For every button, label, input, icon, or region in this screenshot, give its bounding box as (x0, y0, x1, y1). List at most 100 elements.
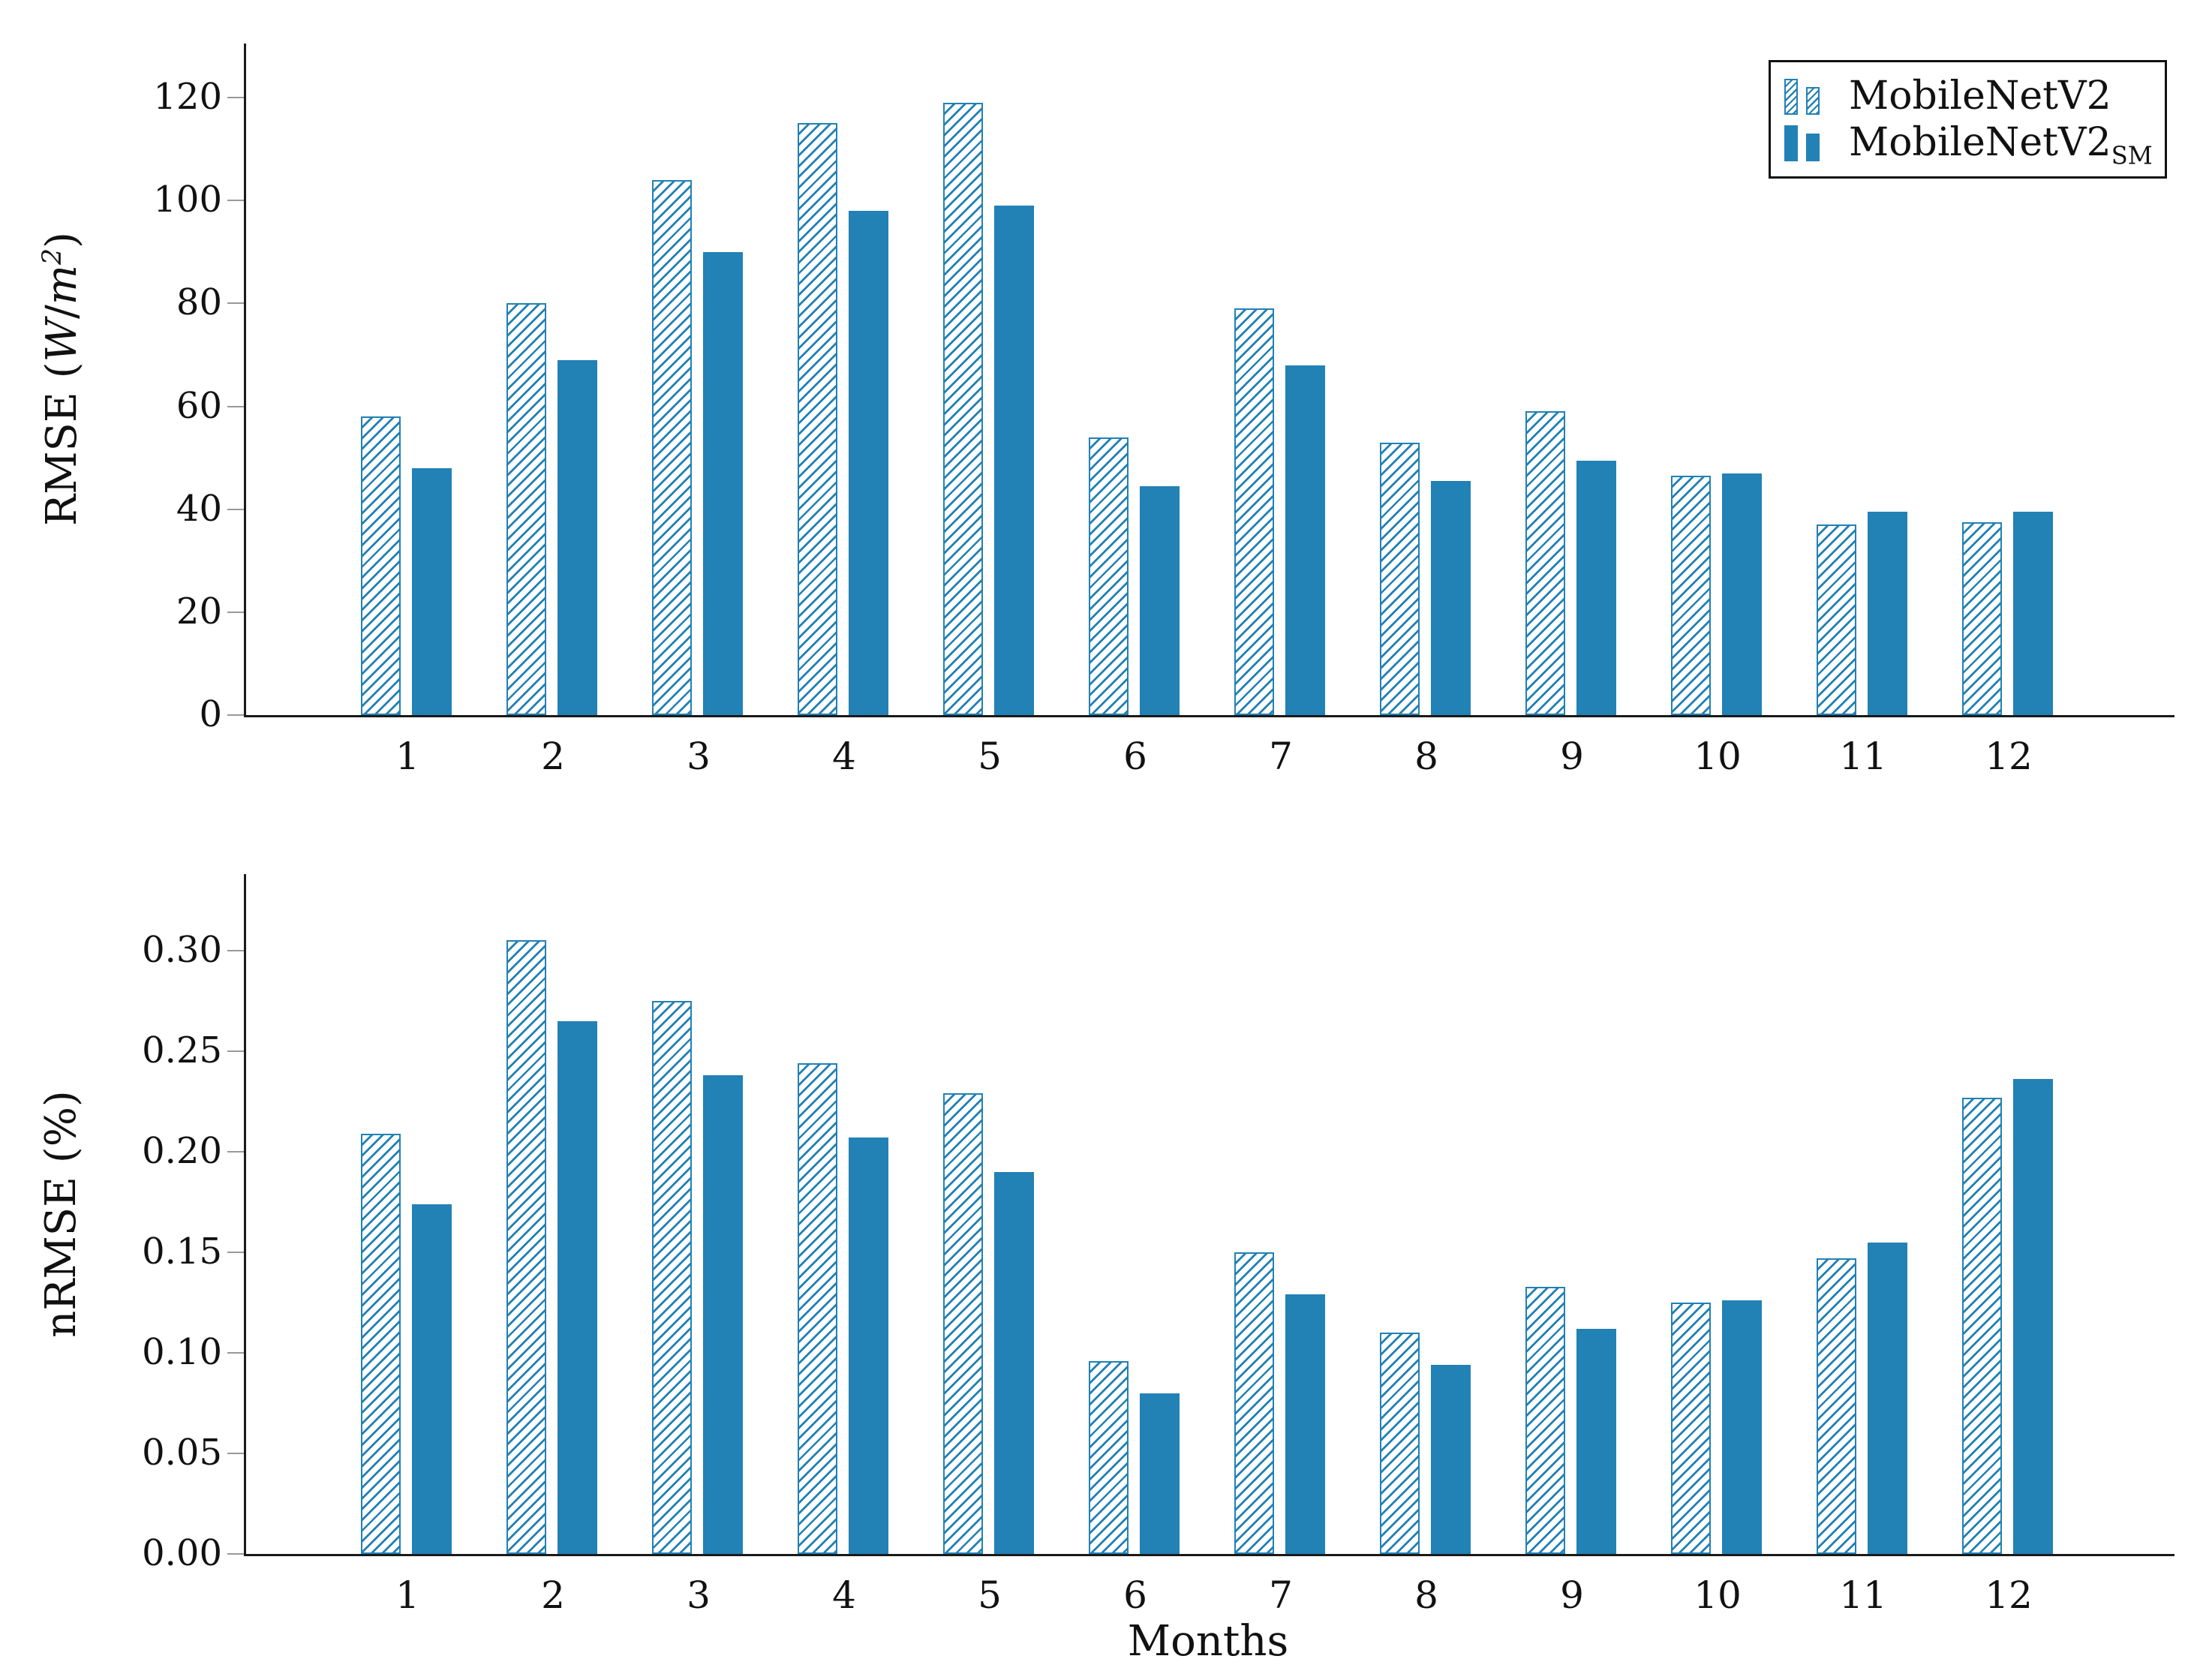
y-tick-label: 80 (176, 281, 222, 324)
y-tick-mark (227, 611, 244, 613)
y-tick-mark (227, 1050, 244, 1052)
x-tick-label-month-1: 1 (395, 735, 419, 778)
bar-hatched-month-3 (652, 1000, 692, 1554)
bar-solid-month-9 (1576, 460, 1616, 715)
y-axis-label-rmse-unit-numerator: W (37, 318, 86, 362)
bar-solid-month-2 (558, 1020, 597, 1554)
bar-solid-month-7 (1285, 1294, 1325, 1554)
plot-area-rmse: 0 20 40 60 80 100 120 1 2 3 4 5 6 7 8 9 10 11 12 (153, 44, 2174, 775)
bar-solid-month-8 (1431, 480, 1471, 715)
bar-solid-month-4 (849, 1138, 888, 1554)
y-tick-mark (227, 1553, 244, 1555)
bar-solid-month-9 (1576, 1328, 1616, 1554)
x-tick-label-month-10: 10 (1694, 1573, 1742, 1617)
x-tick-label-month-8: 8 (1414, 1573, 1438, 1617)
y-tick-mark (227, 200, 244, 202)
hatched-bar-tall-icon (1784, 78, 1798, 115)
legend-item-mobilenetv2-sm: MobileNetV2SM (1784, 120, 2157, 168)
y-tick-mark (227, 949, 244, 951)
legend-label-text: MobileNetV2 (1849, 120, 2111, 166)
bar-hatched-month-3 (652, 179, 692, 715)
bar-hatched-month-4 (798, 1062, 837, 1554)
y-axis-label-rmse: RMSE (W/m2) (37, 232, 86, 526)
y-axis-label-rmse-suffix: ) (37, 232, 86, 248)
x-tick-label-month-6: 6 (1123, 735, 1147, 778)
hatched-bars-legend-icon (1784, 77, 1823, 115)
y-tick-label: 0.30 (142, 928, 222, 971)
x-tick-label-month-4: 4 (832, 735, 856, 778)
bar-hatched-month-1 (361, 416, 401, 715)
x-tick-label-month-7: 7 (1269, 1573, 1293, 1617)
x-tick-label-month-1: 1 (395, 1573, 419, 1617)
y-tick-mark (227, 405, 244, 407)
bar-hatched-month-5 (943, 102, 983, 715)
plot-area-nrmse: 0.00 0.05 0.10 0.15 0.20 0.25 0.30 1 2 3 4 5 6 7 8 9 10 1… (142, 874, 2174, 1614)
y-tick-label: 0.05 (142, 1432, 222, 1474)
x-tick-label-month-6: 6 (1123, 1573, 1147, 1617)
y-tick-mark (227, 1452, 244, 1454)
x-tick-label-month-5: 5 (978, 1573, 1002, 1617)
bar-solid-month-11 (1868, 512, 1907, 715)
y-axis-label-rmse-exponent: 2 (38, 248, 68, 265)
x-tick-label-month-4: 4 (832, 1573, 856, 1617)
bar-solid-month-1 (412, 467, 452, 715)
bar-solid-month-2 (558, 359, 597, 715)
y-tick-label: 100 (153, 179, 222, 221)
y-tick-mark (227, 302, 244, 305)
legend-item-mobilenetv2: MobileNetV2 (1784, 77, 2157, 116)
bar-solid-month-6 (1140, 1393, 1180, 1554)
bar-hatched-month-7 (1234, 1252, 1274, 1554)
y-tick-mark (227, 1251, 244, 1253)
y-tick-mark (227, 1150, 244, 1153)
x-tick-label-month-2: 2 (541, 1573, 565, 1617)
bar-solid-month-12 (2013, 1079, 2053, 1554)
legend-label-mobilenetv2: MobileNetV2 (1849, 77, 2111, 116)
y-tick-label: 0.00 (142, 1532, 222, 1575)
bar-hatched-month-12 (1962, 1097, 2002, 1554)
bar-hatched-month-8 (1380, 442, 1420, 715)
bar-hatched-month-9 (1525, 1286, 1565, 1554)
x-tick-label-month-3: 3 (687, 735, 711, 778)
bar-hatched-month-6 (1089, 437, 1129, 715)
bar-hatched-month-11 (1817, 524, 1856, 715)
y-tick-mark (227, 97, 244, 98)
bar-hatched-month-10 (1671, 1302, 1711, 1554)
y-axis-label-rmse-prefix: RMSE ( (37, 362, 86, 526)
y-tick-label: 20 (176, 590, 222, 633)
bar-solid-month-11 (1868, 1242, 1907, 1554)
y-tick-label: 40 (176, 487, 222, 530)
bar-hatched-month-11 (1817, 1258, 1856, 1554)
hatched-bar-short-icon (1806, 86, 1820, 115)
bar-solid-month-12 (2013, 512, 2053, 715)
x-tick-label-month-5: 5 (978, 735, 1002, 778)
y-axis-label-nrmse: nRMSE (%) (37, 1090, 86, 1338)
y-tick-mark (227, 508, 244, 510)
bar-solid-month-8 (1431, 1365, 1471, 1554)
bar-hatched-month-12 (1962, 521, 2002, 715)
solid-bar-tall-icon (1784, 125, 1798, 162)
bar-solid-month-6 (1140, 485, 1180, 715)
solid-bar-short-icon (1806, 134, 1820, 162)
x-tick-label-month-7: 7 (1269, 735, 1293, 778)
y-tick-mark (227, 1351, 244, 1354)
y-axis-label-rmse-unit-denominator: m (37, 265, 86, 305)
bar-hatched-month-6 (1089, 1360, 1129, 1554)
bar-solid-month-10 (1722, 1300, 1762, 1554)
y-tick-mark (227, 714, 244, 716)
legend-label-mobilenetv2-sm: MobileNetV2SM (1849, 120, 2153, 168)
y-tick-label: 0.15 (142, 1230, 222, 1273)
bar-solid-month-10 (1722, 473, 1762, 715)
x-axis-label-months: Months (1127, 1617, 1289, 1666)
x-tick-label-month-9: 9 (1560, 735, 1584, 778)
bar-solid-month-3 (703, 1075, 743, 1554)
bar-hatched-month-7 (1234, 308, 1274, 715)
y-tick-label: 120 (153, 76, 222, 119)
legend-label-text: MobileNetV2 (1849, 73, 2111, 119)
y-tick-label: 0 (199, 693, 222, 736)
x-tick-label-month-9: 9 (1560, 1573, 1584, 1617)
y-tick-label: 0.10 (142, 1330, 222, 1373)
solid-bars-legend-icon (1784, 124, 1823, 162)
bar-solid-month-5 (994, 1171, 1034, 1554)
bar-hatched-month-9 (1525, 411, 1565, 715)
bar-solid-month-5 (994, 206, 1034, 715)
